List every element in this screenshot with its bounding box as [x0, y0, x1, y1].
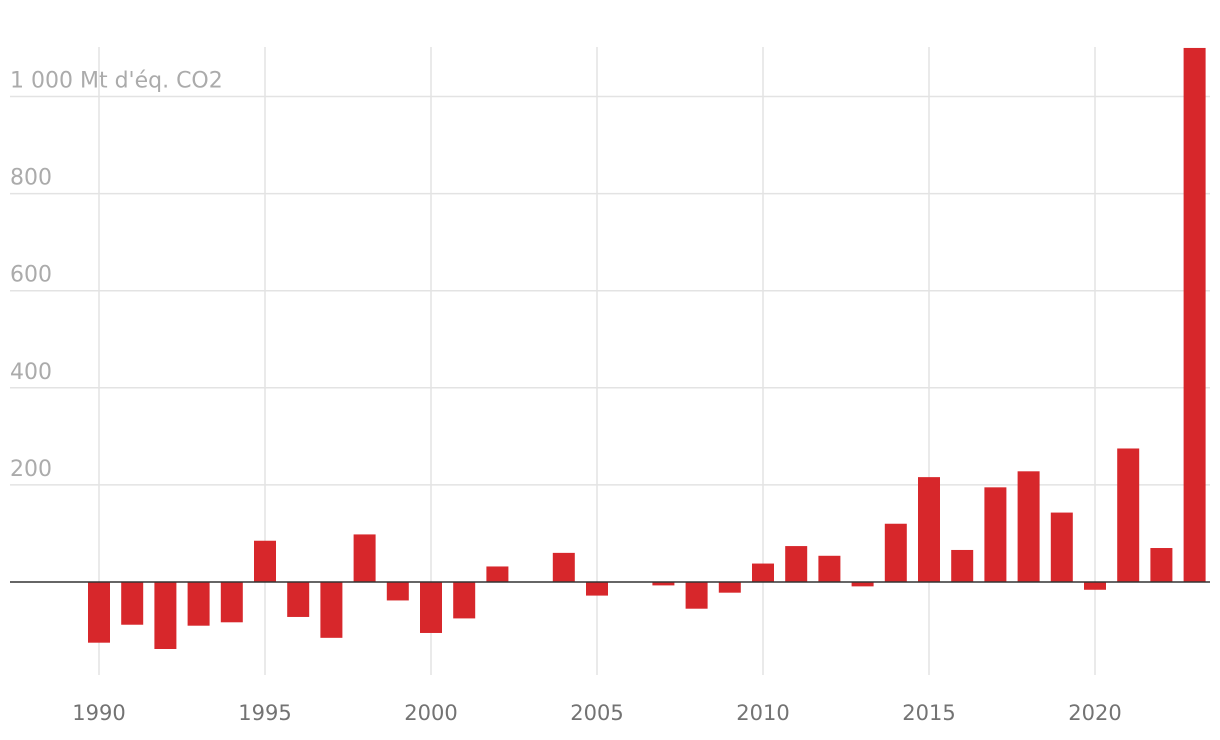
x-axis-ticks: 1990 1995 2000 2005 2010 2015 2020: [72, 701, 1121, 725]
y-tick-label-1000: 1 000 Mt d'éq. CO2: [10, 69, 223, 94]
bar-2004: [552, 552, 575, 582]
bar-2009: [718, 582, 741, 593]
y-tick-label-600: 600: [10, 263, 52, 288]
bar-1994: [220, 582, 243, 623]
bar-2012: [818, 555, 841, 582]
bar-2010: [752, 563, 774, 582]
bar-2016: [951, 549, 974, 582]
bar-2015: [918, 477, 940, 582]
y-tick-label-800: 800: [10, 166, 52, 191]
bar-2013: [851, 582, 874, 587]
bar-2017: [984, 487, 1007, 582]
y-tick-label-400: 400: [10, 360, 52, 385]
y-tick-label-200: 200: [10, 457, 52, 482]
bar-1995: [254, 540, 276, 582]
x-tick-label-1995: 1995: [238, 701, 291, 725]
x-tick-label-2020: 2020: [1068, 701, 1121, 725]
bar-2000: [420, 582, 442, 633]
bar-1993: [187, 582, 210, 626]
bar-1996: [287, 582, 310, 617]
x-tick-label-2010: 2010: [736, 701, 789, 725]
bar-2018: [1017, 471, 1040, 582]
bar-2008: [685, 582, 708, 609]
bar-1998: [353, 534, 376, 582]
bar-1999: [386, 582, 409, 601]
bar-1992: [154, 582, 177, 649]
bar-2021: [1117, 448, 1140, 582]
bar-2014: [884, 523, 907, 582]
bar-1997: [320, 582, 343, 638]
x-tick-label-2005: 2005: [570, 701, 623, 725]
bar-2023: [1183, 47, 1206, 582]
bar-2002: [486, 566, 509, 582]
grid-lines: [10, 47, 1210, 675]
x-tick-label-1990: 1990: [72, 701, 125, 725]
bar-1991: [121, 582, 144, 625]
bar-1990: [88, 582, 110, 643]
bar-2001: [453, 582, 476, 619]
x-tick-label-2000: 2000: [404, 701, 457, 725]
bar-2011: [785, 546, 808, 582]
bar-2005: [586, 582, 608, 596]
bar-2020: [1084, 582, 1106, 590]
bar-2019: [1050, 512, 1073, 582]
bar-2007: [652, 582, 675, 586]
x-tick-label-2015: 2015: [902, 701, 955, 725]
bars: [88, 47, 1206, 649]
bar-2022: [1150, 548, 1173, 582]
y-axis-ticks: 1 000 Mt d'éq. CO2 800 600 400 200: [10, 69, 223, 482]
